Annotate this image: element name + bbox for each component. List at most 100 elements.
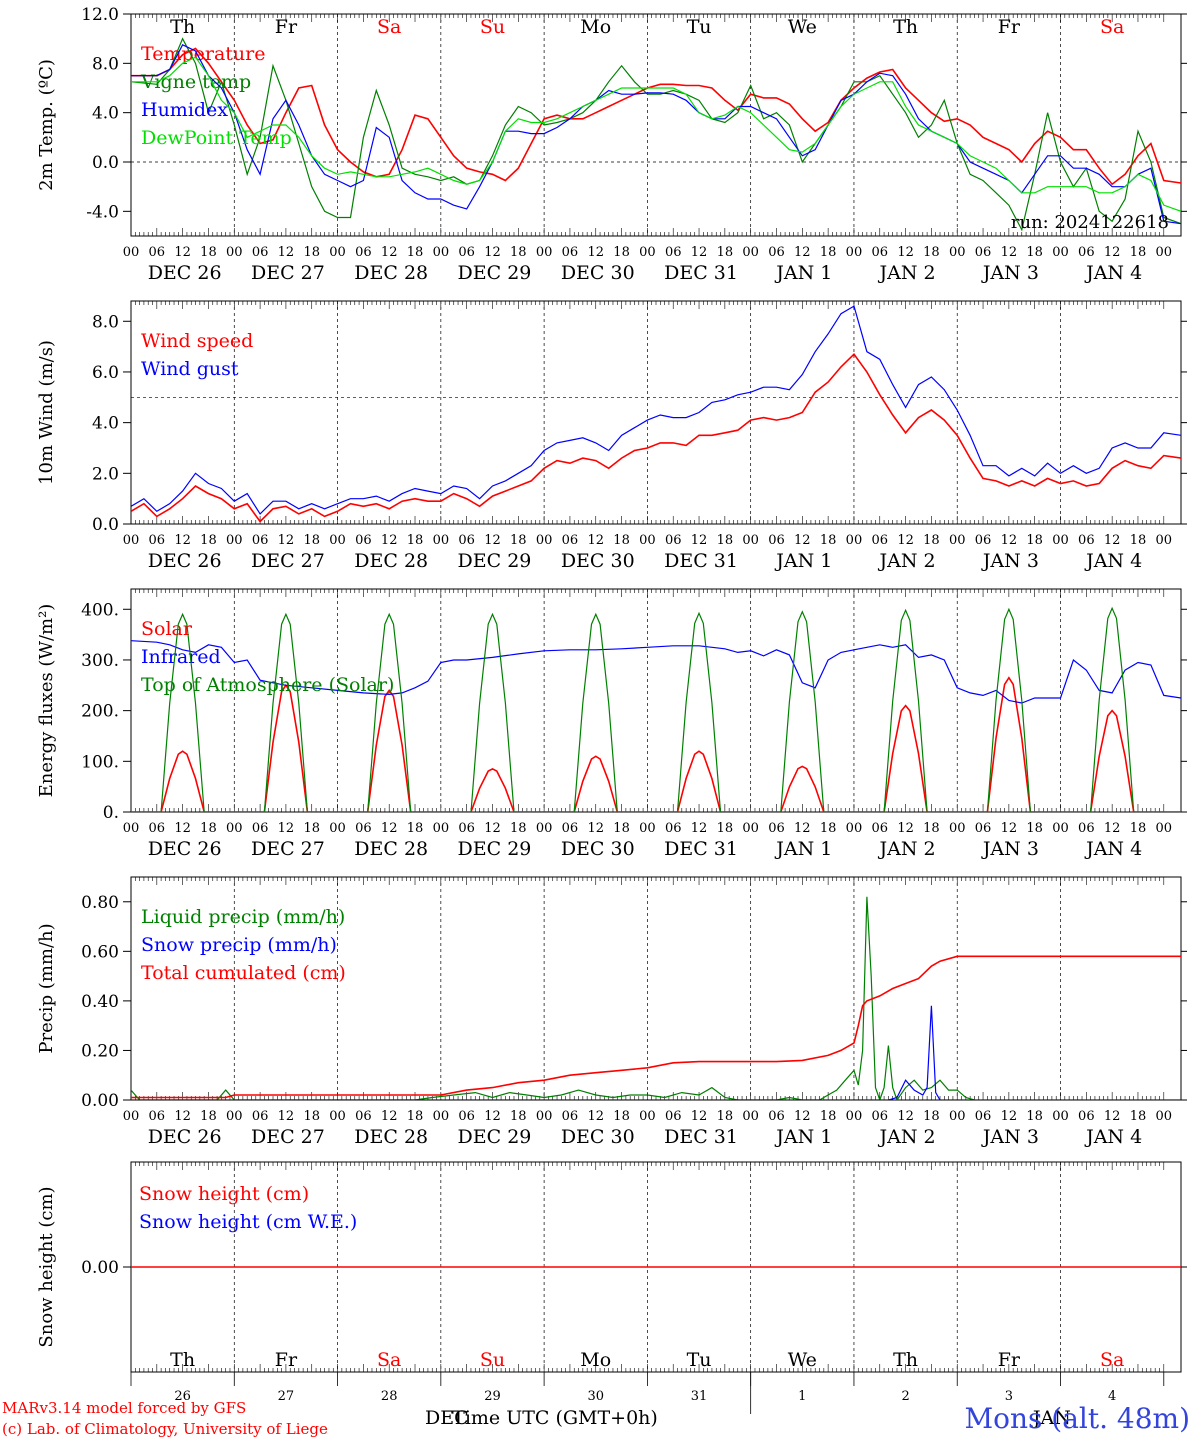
- x-hour-label: 18: [820, 533, 837, 548]
- x-date-label: DEC 30: [561, 1126, 635, 1148]
- x-hour-label: 06: [768, 821, 785, 836]
- x-hour-label: 18: [1130, 821, 1147, 836]
- x-hour-label: 18: [303, 1109, 320, 1124]
- x-hour-label: 00: [742, 1109, 759, 1124]
- series-line-wind-0: [131, 352, 1181, 523]
- x-hour-label: 06: [768, 533, 785, 548]
- x-date-label: DEC 26: [148, 550, 222, 572]
- x-date-label: DEC 28: [354, 1126, 428, 1148]
- x-hour-label: 06: [768, 245, 785, 260]
- x-hour-label: 06: [562, 1109, 579, 1124]
- x-date-label: JAN 1: [774, 262, 832, 284]
- x-hour-label: 18: [1130, 1109, 1147, 1124]
- x-hour-label: 12: [1104, 821, 1121, 836]
- x-hour-label: 00: [949, 1109, 966, 1124]
- legend-entry: Top of Atmosphere (Solar): [141, 674, 394, 696]
- x-hour-label: 12: [794, 533, 811, 548]
- x-date-label: DEC 29: [458, 550, 532, 572]
- x-hour-label: 12: [587, 821, 604, 836]
- x-hour-label: 00: [226, 533, 243, 548]
- x-hour-label: 12: [1001, 1109, 1018, 1124]
- x-hour-label: 12: [174, 533, 191, 548]
- weekday-label: Su: [480, 16, 505, 38]
- x-hour-label: 12: [484, 533, 501, 548]
- x-hour-label: 18: [820, 245, 837, 260]
- weekday-label: We: [788, 16, 817, 38]
- x-hour-label: 12: [174, 821, 191, 836]
- y-axis-title: Precip (mm/h): [36, 923, 57, 1053]
- x-hour-label: 06: [665, 533, 682, 548]
- legend-entry: Infrared: [141, 646, 221, 668]
- x-hour-label: 12: [1001, 533, 1018, 548]
- x-date-label: DEC 27: [251, 262, 325, 284]
- legend-entry: Total cumulated (cm): [141, 962, 346, 984]
- x-hour-label: 06: [252, 533, 269, 548]
- footer-model-credit: MARv3.14 model forced by GFS: [2, 1399, 246, 1417]
- weekday-label: Sa: [377, 16, 401, 38]
- y-tick-label: 4.0: [92, 104, 119, 124]
- x-hour-label: 18: [613, 821, 630, 836]
- x-hour-label: 06: [871, 821, 888, 836]
- x-hour-label: 18: [200, 1109, 217, 1124]
- x-hour-label: 00: [536, 1109, 553, 1124]
- month-label-jan: JAN: [1031, 1407, 1071, 1429]
- y-tick-label: 0.: [103, 803, 119, 823]
- y-tick-label: 2.0: [92, 464, 119, 484]
- weekday-label: Th: [893, 1349, 918, 1371]
- x-date-label: DEC 29: [458, 1126, 532, 1148]
- x-hour-label: 00: [329, 245, 346, 260]
- y-axis-title: Snow height (cm): [36, 1186, 57, 1347]
- x-date-label: DEC 26: [148, 262, 222, 284]
- x-hour-label: 06: [355, 1109, 372, 1124]
- weekday-label: Tu: [687, 16, 712, 38]
- series-line-temp-3: [131, 56, 1181, 212]
- x-hour-label: 18: [820, 1109, 837, 1124]
- x-hour-label: 06: [458, 533, 475, 548]
- weekday-label: Th: [893, 16, 918, 38]
- x-hour-label: 12: [484, 821, 501, 836]
- series-line-precip-1: [131, 1005, 1181, 1100]
- x-hour-label: 06: [871, 533, 888, 548]
- day-number-label: 2: [901, 1389, 909, 1404]
- x-hour-label: 00: [639, 533, 656, 548]
- x-hour-label: 12: [691, 533, 708, 548]
- panel-frame: [130, 588, 1182, 813]
- x-hour-label: 18: [510, 533, 527, 548]
- weekday-label: Sa: [377, 1349, 401, 1371]
- y-axis-title: 2m Temp. (ºC): [36, 59, 57, 191]
- x-axis-title: Time UTC (GMT+0h): [452, 1407, 658, 1429]
- panel-precip: 0.80 0.60 0.40 0.20 0.00 Precip (mm/h) Liquid …: [36, 876, 1187, 1148]
- weekday-label: Fr: [275, 16, 298, 38]
- x-hour-label: 18: [1026, 1109, 1043, 1124]
- panel-frame: [130, 13, 1182, 237]
- series-line-temp-1: [131, 37, 1181, 232]
- run-label: run: 2024122618: [1011, 212, 1169, 233]
- x-hour-label: 00: [123, 821, 140, 836]
- weekday-label: Tu: [687, 1349, 712, 1371]
- x-hour-label: 06: [252, 1109, 269, 1124]
- x-hour-label: 18: [1026, 821, 1043, 836]
- x-hour-label: 18: [613, 533, 630, 548]
- x-date-label: JAN 1: [774, 550, 832, 572]
- x-hour-label: 06: [871, 1109, 888, 1124]
- y-tick-label: 0.00: [81, 1258, 119, 1278]
- x-hour-label: 12: [381, 821, 398, 836]
- x-hour-label: 12: [484, 1109, 501, 1124]
- x-hour-label: 00: [1156, 533, 1173, 548]
- x-hour-label: 12: [1001, 245, 1018, 260]
- legend-entry: Wind gust: [141, 358, 239, 380]
- x-hour-label: 00: [226, 821, 243, 836]
- y-tick-label: 6.0: [92, 363, 119, 383]
- series-line-precip-0: [131, 896, 975, 1100]
- x-date-label: JAN 4: [1084, 838, 1142, 860]
- weekday-label: Fr: [998, 16, 1021, 38]
- x-hour-label: 06: [149, 1109, 166, 1124]
- x-hour-label: 12: [278, 821, 295, 836]
- x-hour-label: 00: [329, 1109, 346, 1124]
- x-hour-label: 18: [717, 1109, 734, 1124]
- x-hour-label: 18: [613, 1109, 630, 1124]
- legend-entry: Wind speed: [141, 330, 253, 352]
- x-hour-label: 00: [949, 533, 966, 548]
- x-hour-label: 12: [897, 1109, 914, 1124]
- x-hour-label: 00: [433, 533, 450, 548]
